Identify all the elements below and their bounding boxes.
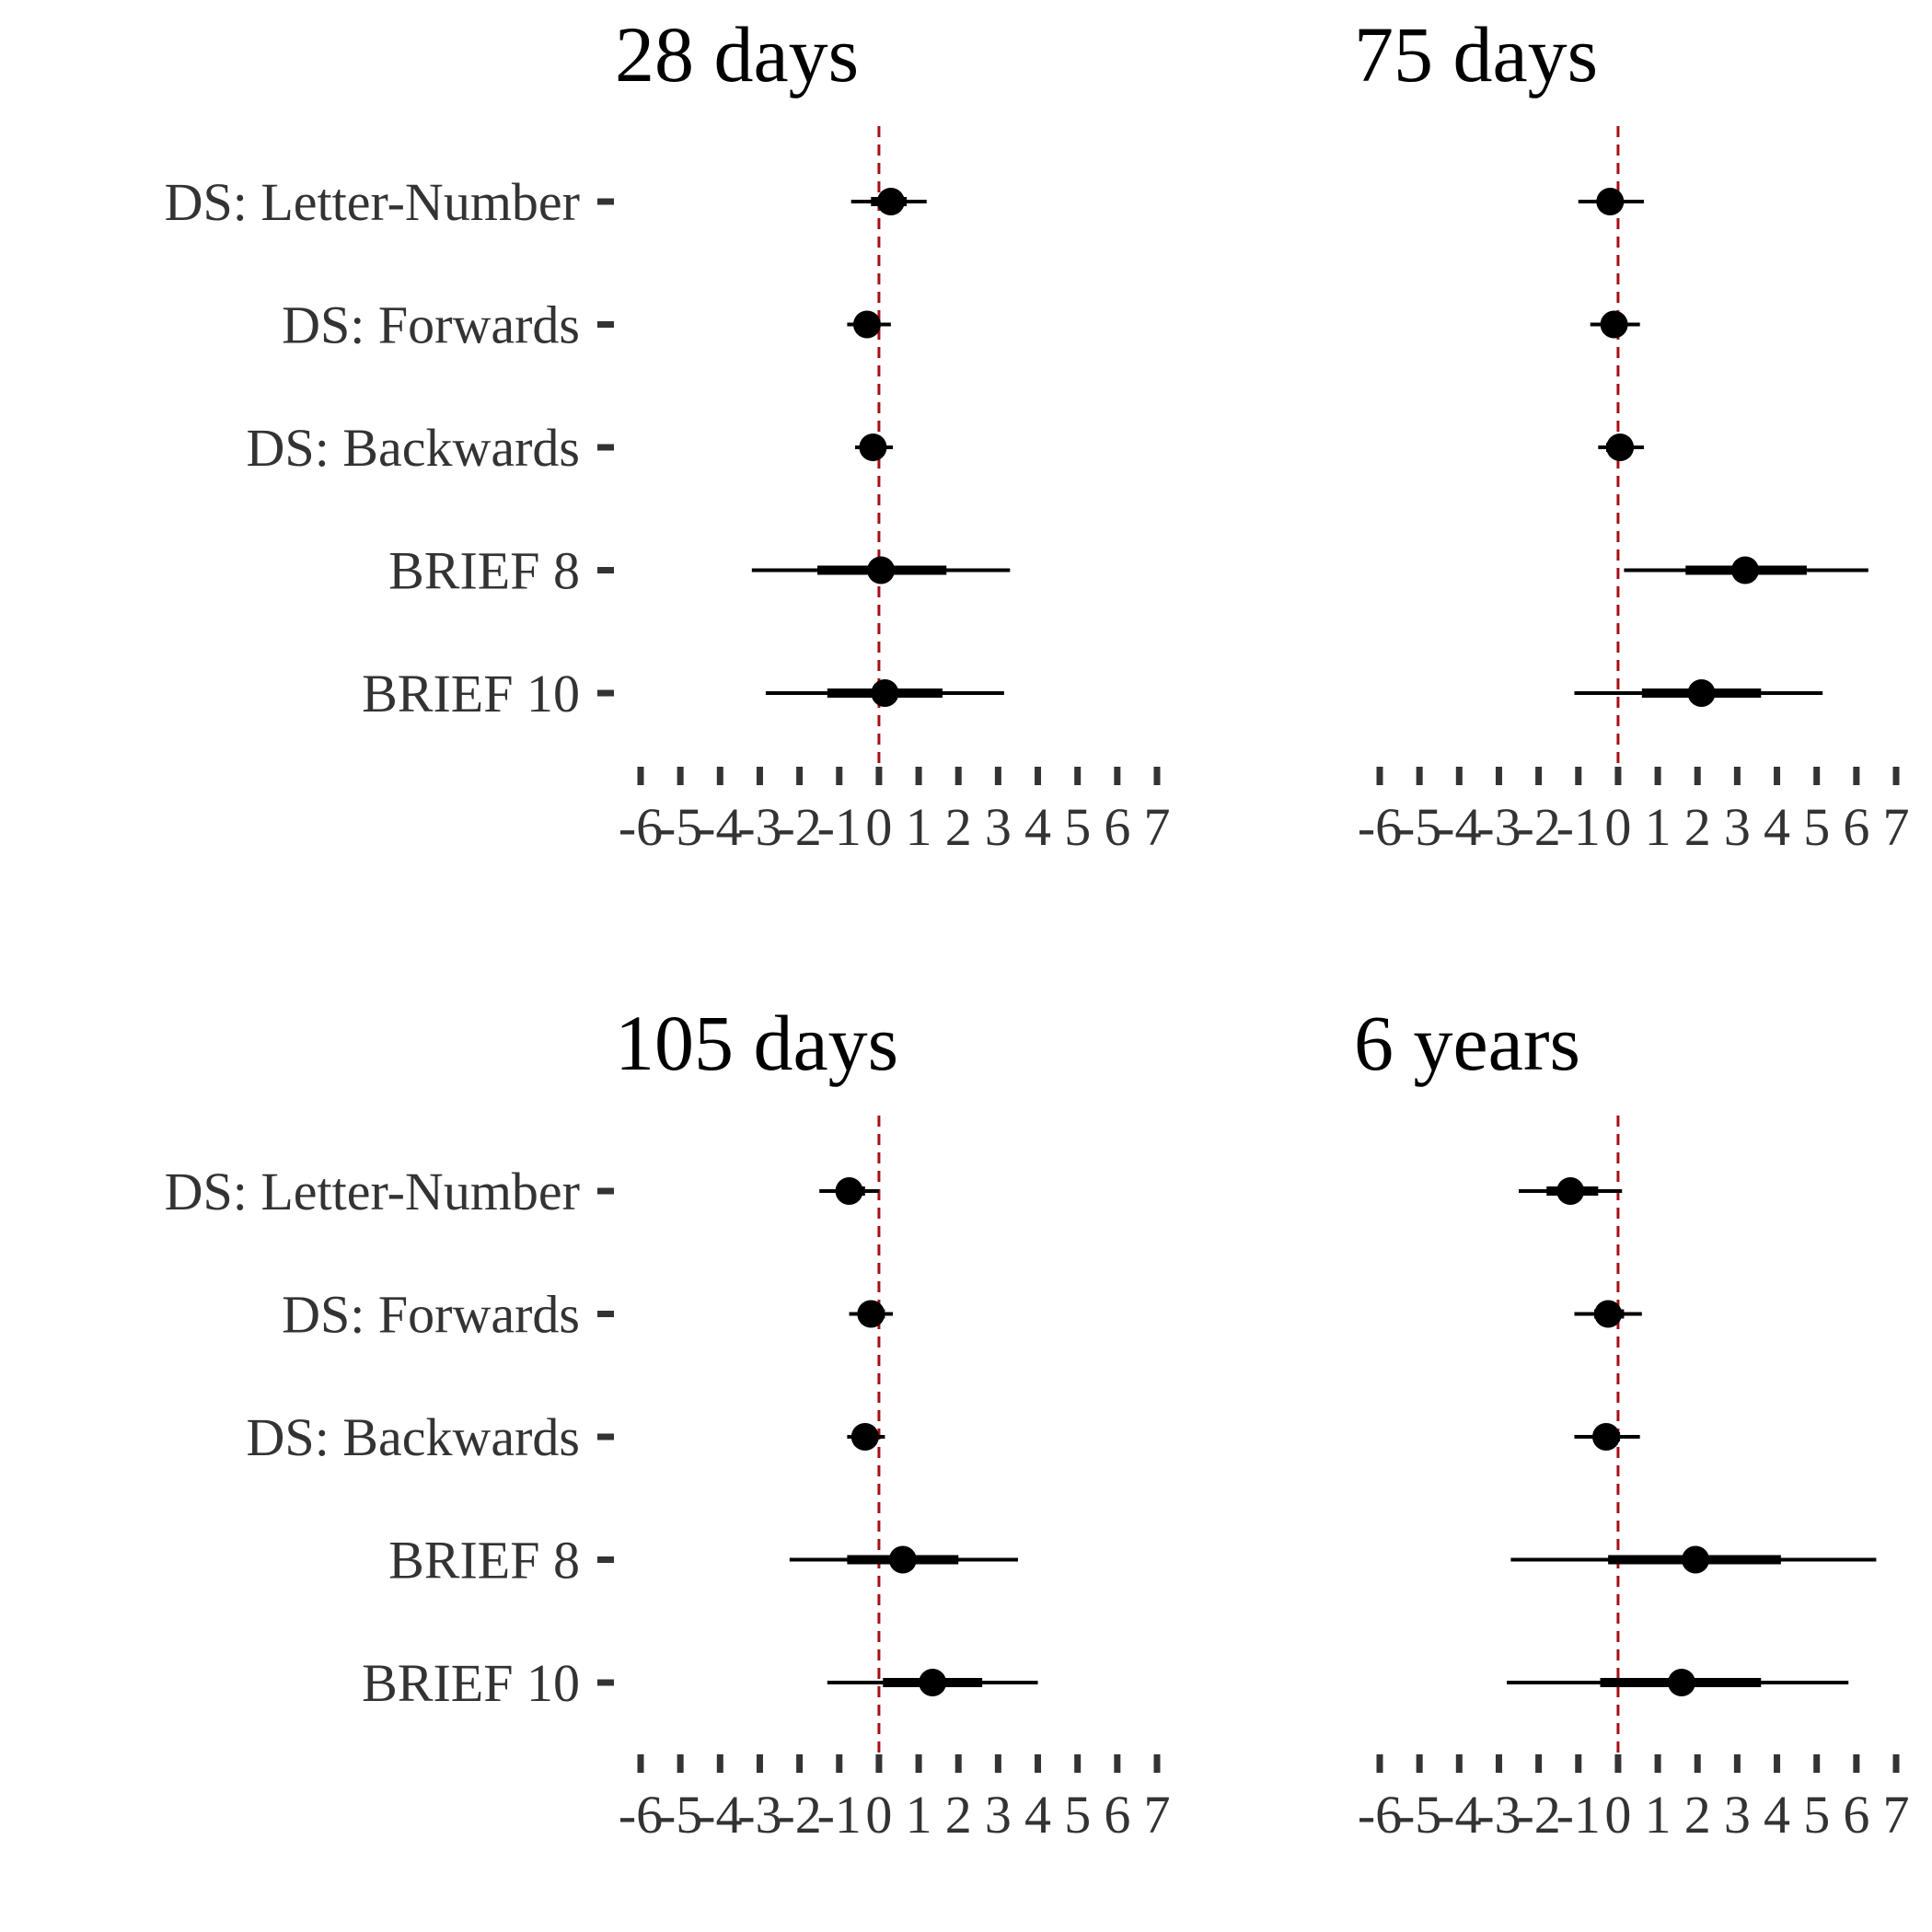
x-tick-label: -5: [658, 1785, 702, 1845]
x-tick-label: 5: [1803, 797, 1830, 857]
x-tick-label: -4: [1437, 1785, 1481, 1845]
x-tick-label: 2: [945, 1785, 972, 1845]
x-tick-label: 6: [1843, 797, 1869, 857]
x-tick-label: 2: [1684, 797, 1711, 857]
x-tick-label: 3: [1724, 1785, 1751, 1845]
point-estimate: [1731, 556, 1760, 584]
x-tick-label: 0: [865, 797, 892, 857]
x-tick-label: -1: [1556, 797, 1601, 857]
x-tick-label: -1: [817, 1785, 862, 1845]
point-estimate: [835, 1177, 863, 1205]
x-tick-label: -5: [1397, 1785, 1441, 1845]
point-estimate: [876, 188, 905, 215]
x-tick-label: -3: [1476, 1785, 1521, 1845]
x-tick-label: -2: [777, 1785, 821, 1845]
x-tick-label: 7: [1883, 797, 1910, 857]
panel-1: 28 days -6-5-4-3-2-1 0 1 2 3 4 5 6 7 DS: Letter-Nu…: [165, 10, 1171, 857]
x-tick-label: 3: [1724, 797, 1751, 857]
category-label: DS: Backwards: [247, 1407, 580, 1467]
x-tick-label: 1: [906, 1785, 932, 1845]
point-estimate: [867, 556, 896, 584]
panel-title: 105 days: [615, 999, 898, 1087]
point-estimate: [919, 1669, 947, 1696]
x-tick-label: 7: [1883, 1785, 1910, 1845]
point-estimate: [1600, 310, 1628, 339]
x-tick-label: 2: [945, 797, 972, 857]
category-label: BRIEF 8: [388, 1531, 580, 1591]
x-tick-label: -4: [698, 797, 742, 857]
x-tick-label: 3: [985, 797, 1012, 857]
x-tick-label: 7: [1144, 1785, 1171, 1845]
x-tick-label: 1: [1645, 1785, 1672, 1845]
point-estimate: [1556, 1177, 1585, 1205]
x-tick-label: -2: [1516, 1785, 1560, 1845]
point-estimate: [857, 1300, 885, 1328]
panel-title: 28 days: [615, 10, 859, 98]
x-tick-label: -5: [658, 797, 702, 857]
x-tick-label: -4: [698, 1785, 742, 1845]
panel-title: 75 days: [1354, 10, 1598, 98]
x-tick-label: 2: [1684, 1785, 1711, 1845]
x-tick-label: -3: [737, 1785, 781, 1845]
point-estimate: [1667, 1669, 1695, 1696]
x-tick-label: 7: [1144, 797, 1171, 857]
point-estimate: [852, 310, 881, 339]
x-tick-label: -2: [777, 797, 821, 857]
x-tick-label: 1: [906, 797, 932, 857]
category-label: BRIEF 8: [388, 541, 580, 601]
panel-2: 75 days -6-5-4-3-2-1 0 1 2 3 4 5 6 7: [1354, 10, 1910, 857]
x-tick-label: -6: [619, 1785, 663, 1845]
x-tick-label: -6: [1358, 1785, 1402, 1845]
x-tick-label: 5: [1064, 797, 1091, 857]
category-label: BRIEF 10: [362, 1653, 580, 1713]
x-tick-label: -1: [1556, 1785, 1601, 1845]
x-tick-label: 6: [1104, 1785, 1130, 1845]
x-tick-label: 5: [1064, 1785, 1091, 1845]
x-tick-label: 0: [1604, 797, 1631, 857]
point-estimate: [1596, 188, 1625, 215]
x-tick-label: 5: [1803, 1785, 1830, 1845]
panel-3: 105 days -6-5-4-3-2-1 0 1 2 3 4 5 6 7 DS: Letter-N…: [165, 999, 1171, 1845]
x-tick-label: -4: [1437, 797, 1481, 857]
x-tick-label: 4: [1024, 1785, 1051, 1845]
panel-4: 6 years -6-5-4-3-2-1 0 1 2 3 4 5 6 7: [1354, 999, 1910, 1845]
x-tick-label: -3: [737, 797, 781, 857]
category-label: DS: Forwards: [282, 1285, 580, 1345]
point-estimate: [1682, 1545, 1710, 1574]
point-estimate: [1591, 1423, 1620, 1451]
x-tick-label: -5: [1397, 797, 1441, 857]
x-tick-label: 6: [1843, 1785, 1869, 1845]
panel-title: 6 years: [1354, 999, 1580, 1087]
x-tick-label: 0: [865, 1785, 892, 1845]
x-tick-label: 4: [1764, 797, 1790, 857]
x-tick-label: -3: [1476, 797, 1521, 857]
x-tick-label: -6: [1358, 797, 1402, 857]
category-label: DS: Forwards: [282, 295, 580, 355]
x-tick-label: 3: [985, 1785, 1012, 1845]
x-tick-label: 0: [1604, 1785, 1631, 1845]
point-estimate: [888, 1545, 917, 1574]
category-label: DS: Letter-Number: [165, 172, 580, 232]
x-tick-label: -1: [817, 797, 862, 857]
x-tick-label: -6: [619, 797, 663, 857]
x-tick-label: 4: [1024, 797, 1051, 857]
point-estimate: [871, 679, 899, 707]
x-tick-label: -2: [1516, 797, 1560, 857]
point-estimate: [850, 1423, 879, 1451]
category-label: DS: Letter-Number: [165, 1162, 580, 1221]
category-label: DS: Backwards: [247, 418, 580, 478]
category-label: BRIEF 10: [362, 664, 580, 723]
x-tick-label: 6: [1104, 797, 1130, 857]
x-tick-label: 4: [1764, 1785, 1790, 1845]
point-estimate: [1594, 1300, 1623, 1328]
point-estimate: [1687, 679, 1716, 707]
point-estimate: [859, 434, 887, 461]
x-tick-label: 1: [1645, 797, 1672, 857]
point-estimate: [1606, 434, 1635, 461]
